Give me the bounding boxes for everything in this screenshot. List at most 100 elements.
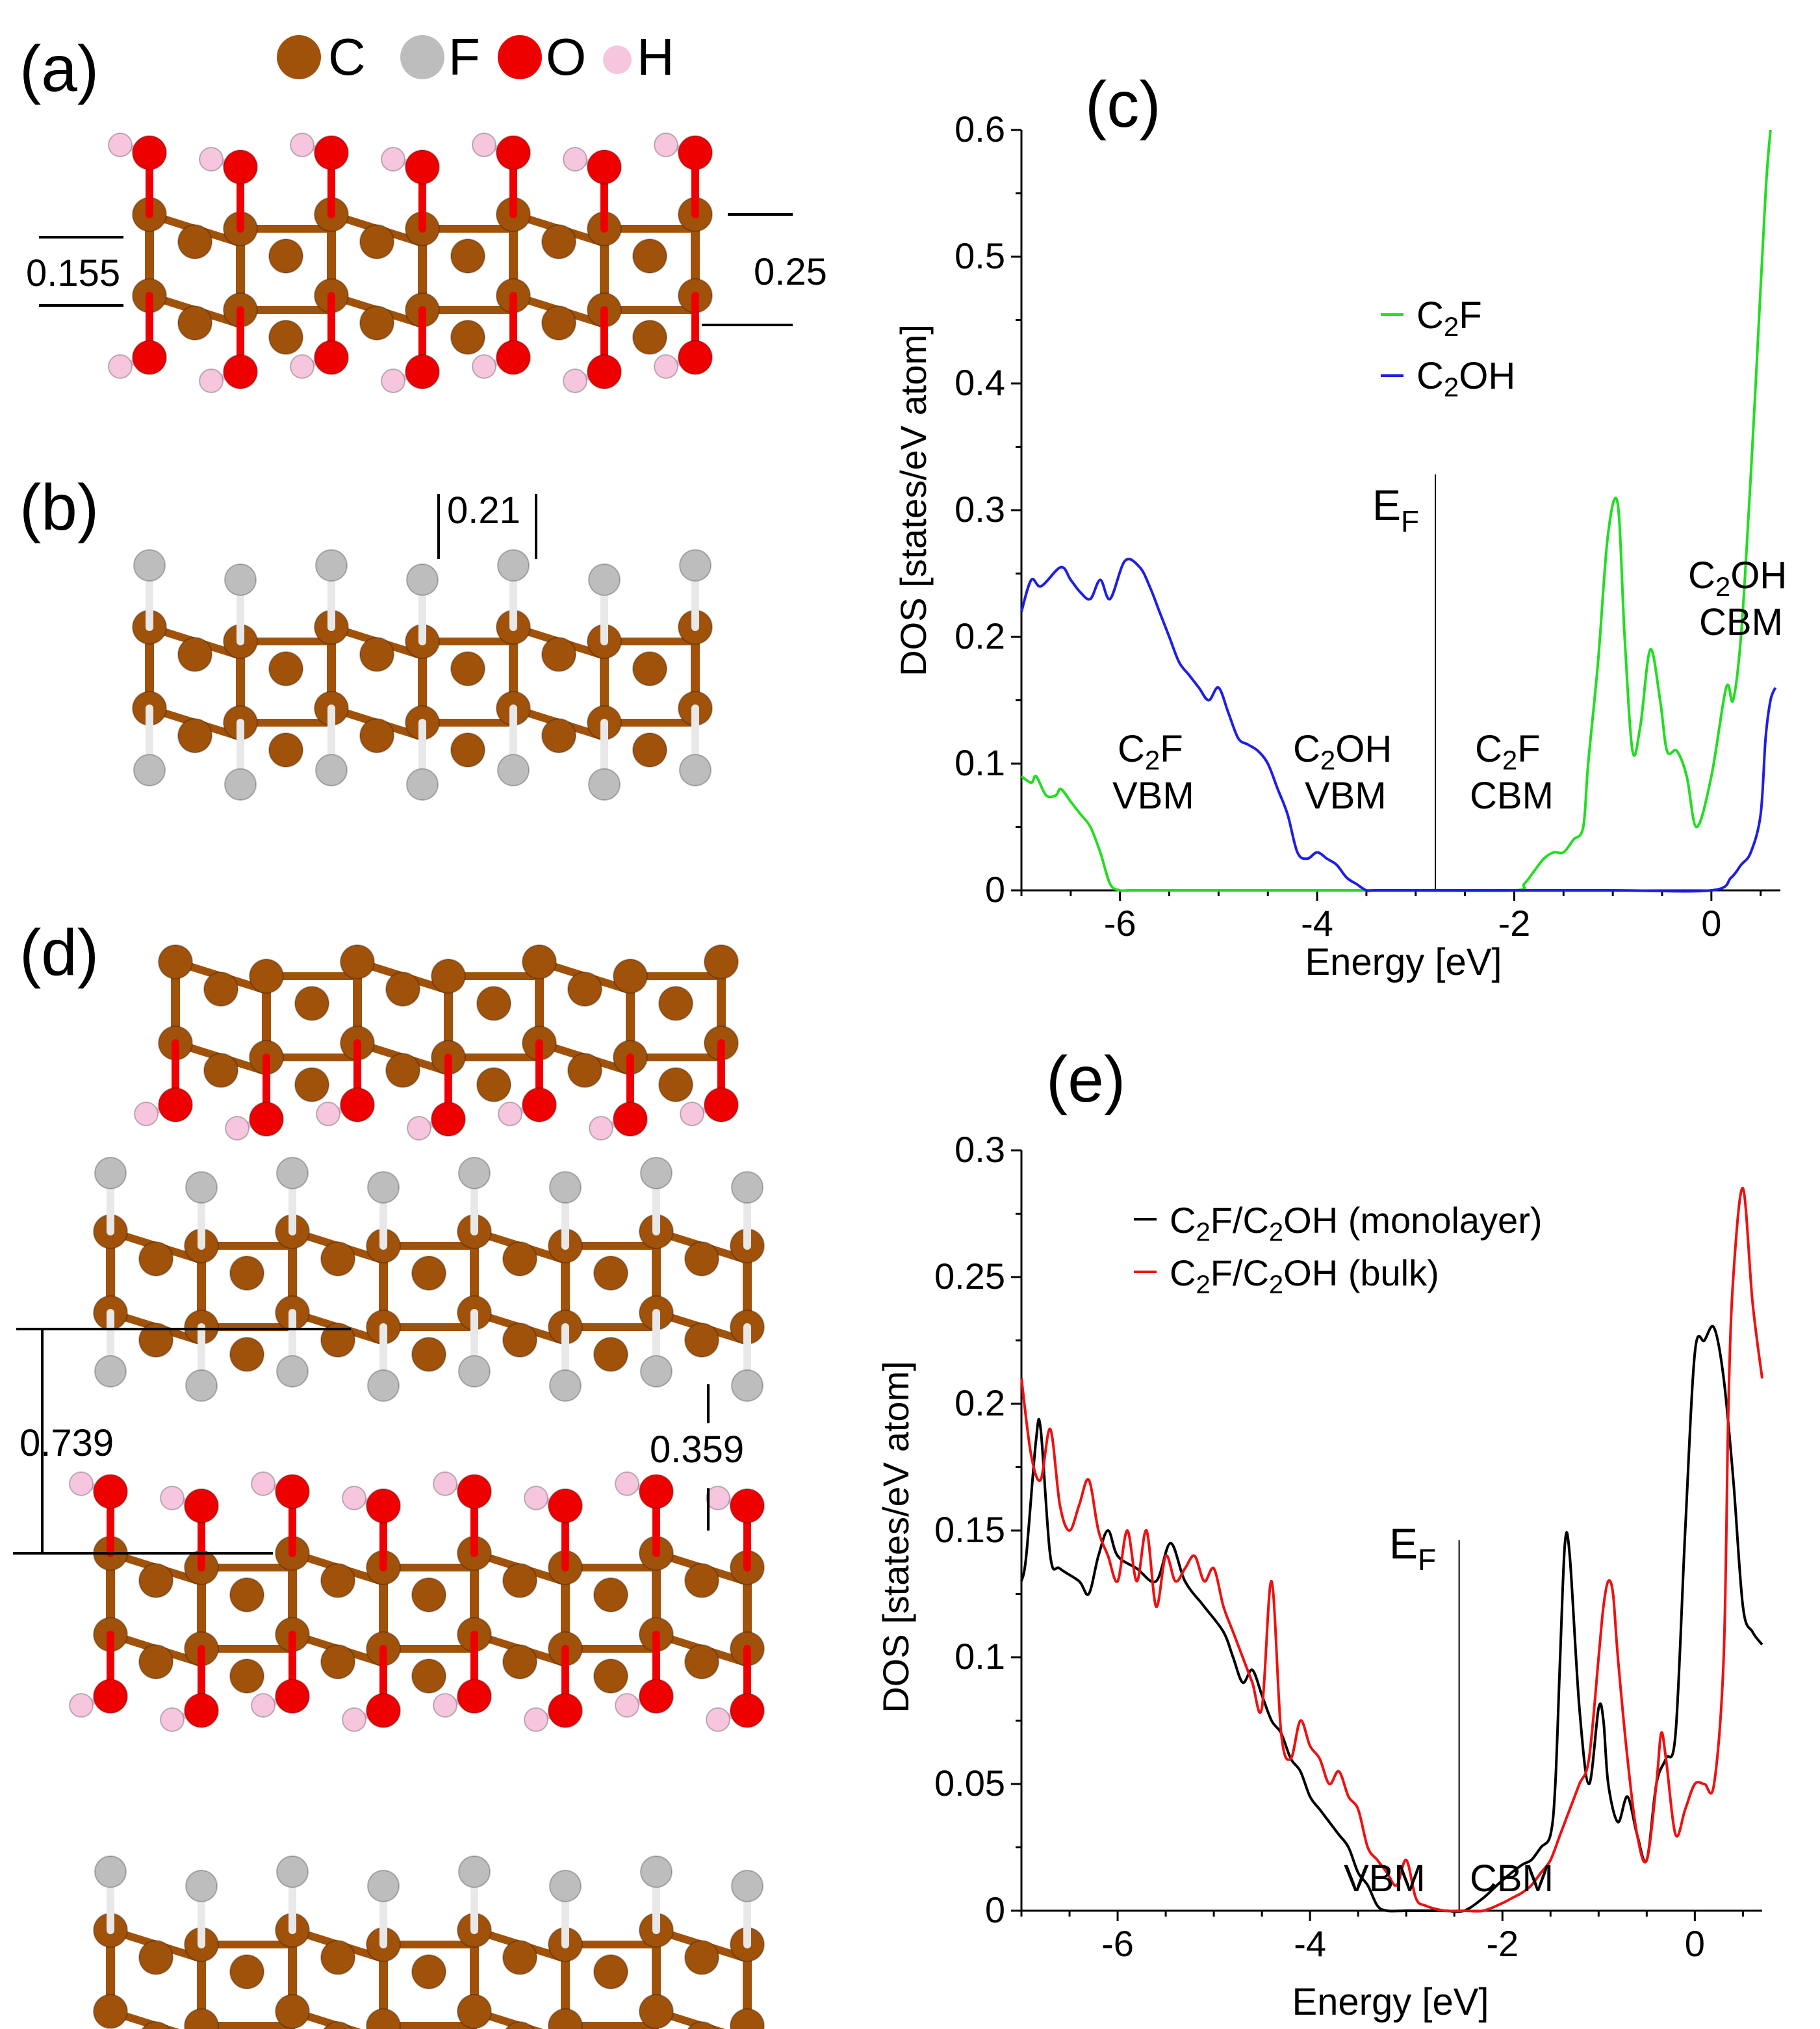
legend-c: C <box>328 28 366 86</box>
carbon-atom <box>502 1241 537 1276</box>
dim-d-0739: 0.739 <box>19 1422 114 1464</box>
carbon-atom <box>138 1563 173 1598</box>
hydrogen-atom <box>108 354 133 379</box>
carbon-atom <box>229 1577 264 1612</box>
fluorine-atom <box>549 1870 582 1902</box>
carbon-atom <box>411 1337 446 1372</box>
fluorine-atom <box>94 1355 127 1388</box>
carbon-atom <box>548 2008 583 2029</box>
carbon-swatch-icon <box>277 35 321 79</box>
oxygen-atom <box>405 354 440 389</box>
carbon-atom <box>138 1940 173 1975</box>
carbon-atom <box>541 718 576 753</box>
c-series-c2f <box>1020 129 1772 892</box>
oxygen-atom <box>93 1679 128 1714</box>
chart-e-xlabel: Energy [eV] <box>1292 1981 1489 2023</box>
carbon-atom <box>138 1644 173 1679</box>
fluorine-atom <box>731 1171 763 1204</box>
carbon-atom <box>320 1241 355 1276</box>
panel-label-c: (c) <box>1085 68 1161 141</box>
dim-d-0359: 0.359 <box>650 1428 744 1471</box>
e-x-tick-label: -4 <box>1294 1923 1326 1964</box>
hydrogen-atom <box>563 368 587 393</box>
oxygen-atom <box>613 1102 648 1137</box>
c-y-tick-label: 0.5 <box>955 235 1005 276</box>
carbon-atom <box>177 224 212 259</box>
e-y-tick-label: 0.1 <box>955 1636 1005 1677</box>
fluorine-atom <box>185 1369 218 1402</box>
carbon-atom <box>658 1067 693 1102</box>
hydrogen-atom <box>342 1707 366 1732</box>
panel-label-a: (a) <box>19 32 99 105</box>
hydrogen-atom <box>498 1102 522 1126</box>
oxygen-atom <box>184 1488 219 1523</box>
oxygen-atom <box>457 1679 492 1714</box>
carbon-atom <box>177 637 212 672</box>
carbon-atom <box>249 959 284 994</box>
fluorine-atom <box>679 549 711 582</box>
oxygen-atom <box>366 1488 401 1523</box>
hydrogen-atom <box>433 1471 457 1496</box>
chart-c-legend: C2F C2OH <box>1381 294 1515 402</box>
oxygen-atom <box>314 135 349 170</box>
hydrogen-atom <box>316 1102 340 1126</box>
hydrogen-atom <box>108 133 133 157</box>
fluorine-atom <box>640 1855 673 1888</box>
fluorine-atom <box>458 1355 491 1388</box>
carbon-atom <box>450 651 485 686</box>
hydrogen-atom <box>563 147 587 172</box>
legend-f: F <box>448 28 480 86</box>
hydrogen-atom <box>225 1116 250 1141</box>
oxygen-atom <box>275 1474 310 1509</box>
oxygen-atom <box>496 340 531 375</box>
oxygen-atom <box>639 1679 674 1714</box>
oxygen-atom <box>730 1488 765 1523</box>
carbon-atom <box>320 1323 355 1358</box>
carbon-atom <box>684 1644 719 1679</box>
oxygen-atom <box>223 149 258 185</box>
oxygen-atom <box>548 1488 583 1523</box>
c-x-tick-label: -2 <box>1498 903 1531 944</box>
carbon-atom <box>359 718 394 753</box>
atom-legend: C F O H <box>277 28 674 86</box>
carbon-atom <box>268 239 303 274</box>
c-x-tick-label: -4 <box>1301 903 1333 944</box>
fluorine-atom <box>549 1369 582 1402</box>
hydrogen-atom <box>381 368 405 393</box>
hydrogen-swatch-icon <box>603 45 632 74</box>
e-x-tick-label: -2 <box>1486 1923 1519 1964</box>
structure-d-heterostructure <box>69 944 765 2029</box>
c-series-c2oh <box>1020 558 1777 893</box>
carbon-atom <box>359 637 394 672</box>
carbon-atom <box>567 972 602 1007</box>
fluorine-atom <box>458 1157 491 1189</box>
carbon-atom <box>268 320 303 355</box>
hydrogen-atom <box>615 1471 639 1496</box>
hydrogen-atom <box>160 1486 185 1510</box>
oxygen-atom <box>184 1693 219 1728</box>
oxygen-atom <box>132 340 167 375</box>
fluorine-atom <box>185 1171 218 1204</box>
fluorine-atom <box>315 754 348 786</box>
hydrogen-atom <box>160 1707 185 1732</box>
chart-e-legend: C2F/C2OH (monolayer) C2F/C2OH (bulk) <box>1134 1200 1543 1299</box>
fluorine-atom <box>640 1157 673 1189</box>
hydrogen-atom <box>251 1693 276 1718</box>
carbon-atom <box>450 320 485 355</box>
e-y-tick-label: 0.05 <box>934 1763 1005 1803</box>
fluorine-atom <box>679 754 711 786</box>
chart-e-fermi-label: EF <box>1389 1519 1436 1577</box>
carbon-atom <box>639 1994 674 2029</box>
e-y-tick-label: 0.2 <box>955 1382 1005 1423</box>
hydrogen-atom <box>433 1693 457 1718</box>
carbon-atom <box>93 1994 128 2029</box>
carbon-atom <box>229 1659 264 1694</box>
carbon-atom <box>320 1563 355 1598</box>
fluorine-atom <box>276 1355 309 1388</box>
carbon-atom <box>268 732 303 768</box>
oxygen-atom <box>704 1087 739 1122</box>
carbon-atom <box>684 1241 719 1276</box>
e-y-tick-label: 0.3 <box>955 1129 1005 1170</box>
chart-e-legend-monolayer: C2F/C2OH (monolayer) <box>1170 1200 1543 1247</box>
carbon-atom <box>411 1256 446 1291</box>
